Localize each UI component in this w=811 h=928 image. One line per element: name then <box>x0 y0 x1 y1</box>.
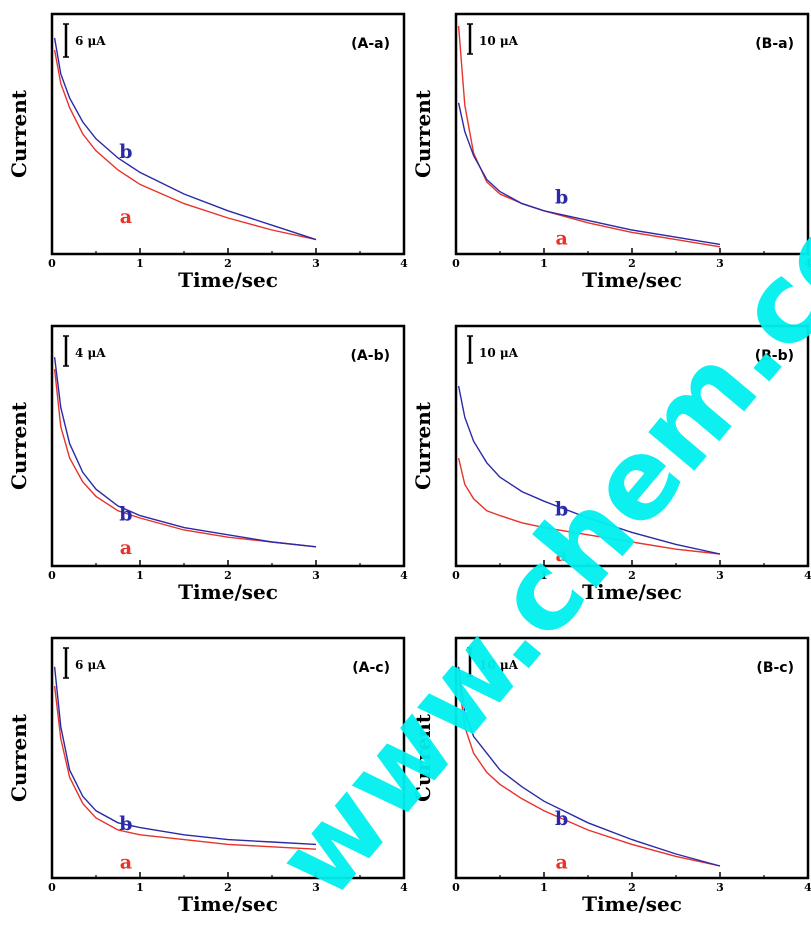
x-tick-label: 1 <box>136 569 144 582</box>
series-line-b <box>457 385 721 555</box>
series-label-a: a <box>120 537 132 559</box>
x-tick-label: 1 <box>540 569 548 582</box>
x-tick-label: 3 <box>716 257 724 270</box>
chart-panel: 0 1 2 3 4 Time/sec Current 10 μA (B-a) ab <box>411 12 811 292</box>
x-tick-label: 1 <box>136 881 144 894</box>
x-tick-label: 4 <box>400 257 408 270</box>
chart-panel: 0 1 2 3 4 Time/sec Current 6 μA (A-c) ab <box>7 636 408 916</box>
x-axis-title: Time/sec <box>178 892 278 916</box>
x-tick-label: 1 <box>540 257 548 270</box>
x-tick-label: 0 <box>48 881 56 894</box>
x-tick-label: 4 <box>400 569 408 582</box>
x-tick-label: 2 <box>224 881 232 894</box>
series-label-b: b <box>555 499 568 521</box>
y-axis-title: Current <box>411 713 435 802</box>
x-tick-label: 4 <box>804 257 811 270</box>
series-line-b <box>53 666 317 846</box>
panel-label: (A-b) <box>351 348 390 364</box>
scale-bar-label: 4 μA <box>75 346 106 360</box>
panel-label: (B-a) <box>755 36 794 52</box>
series-line-a <box>457 25 721 248</box>
chart-panel: 0 1 2 3 4 Time/sec Current 6 μA (A-a) a b <box>7 12 408 292</box>
y-axis-title: Current <box>7 89 31 178</box>
scale-bar-label: 10 μA <box>479 346 519 360</box>
series-line-a <box>457 457 721 555</box>
series-line-b <box>457 666 721 867</box>
chart-panel: 0 1 2 3 4 Time/sec Current 10 μA (B-c) ab <box>411 636 811 916</box>
x-tick-label: 0 <box>48 569 56 582</box>
x-axis-title: Time/sec <box>178 268 278 292</box>
x-axis-title: Time/sec <box>582 268 682 292</box>
x-tick-label: 0 <box>48 257 56 270</box>
y-axis-title: Current <box>411 401 435 490</box>
series-label-b: b <box>119 503 132 525</box>
series-line-b <box>457 102 721 246</box>
x-tick-label: 3 <box>312 881 320 894</box>
series-label-a: a <box>555 851 567 873</box>
x-tick-label: 2 <box>224 569 232 582</box>
x-tick-label: 0 <box>452 569 460 582</box>
series-label-b: b <box>555 808 568 830</box>
series-line-b <box>53 357 317 548</box>
series-line-a <box>53 685 317 850</box>
x-axis-title: Time/sec <box>582 892 682 916</box>
x-tick-label: 1 <box>540 881 548 894</box>
series-label-b: b <box>555 187 568 209</box>
panel-label: (B-b) <box>755 348 794 364</box>
x-axis-title: Time/sec <box>582 580 682 604</box>
chart-panel: 0 1 2 3 4 Time/sec Current 4 μA (A-b) ab <box>7 324 408 604</box>
series-label-a: a <box>555 227 567 249</box>
panel-label: (A-a) <box>351 36 390 52</box>
series-line-a <box>457 678 721 867</box>
x-tick-label: 3 <box>312 569 320 582</box>
watermark-text-1: www.chem.com.cn <box>252 0 811 922</box>
y-axis-title: Current <box>411 89 435 178</box>
panel-label: (A-c) <box>352 660 390 676</box>
x-tick-label: 2 <box>224 257 232 270</box>
scale-bar-label: 6 μA <box>75 34 106 48</box>
scale-bar-label: 10 μA <box>479 34 519 48</box>
panel-label: (B-c) <box>756 660 794 676</box>
x-tick-label: 4 <box>804 881 811 894</box>
x-tick-label: 0 <box>452 881 460 894</box>
x-tick-label: 2 <box>628 257 636 270</box>
series-line-a <box>53 49 317 241</box>
chart-panel: 0 1 2 3 4 Time/sec Current 10 μA (B-b) a b <box>411 324 811 604</box>
x-tick-label: 2 <box>628 569 636 582</box>
x-tick-label: 4 <box>804 569 811 582</box>
x-tick-label: 3 <box>716 881 724 894</box>
series-label-a: a <box>555 544 567 566</box>
x-tick-label: 2 <box>628 881 636 894</box>
x-tick-label: 4 <box>400 881 408 894</box>
y-axis-title: Current <box>7 713 31 802</box>
series-label-a: a <box>120 206 132 228</box>
series-line-b <box>53 37 317 241</box>
scale-bar-label: 6 μA <box>75 658 106 672</box>
scale-bar-label: 10 μA <box>479 658 519 672</box>
x-tick-label: 3 <box>312 257 320 270</box>
y-axis-title: Current <box>7 401 31 490</box>
series-label-a: a <box>120 851 132 873</box>
x-axis-title: Time/sec <box>178 580 278 604</box>
series-label-b: b <box>119 141 132 163</box>
watermark-text-2: www.chem.com.cn <box>0 0 11 1</box>
x-tick-label: 1 <box>136 257 144 270</box>
x-tick-label: 0 <box>452 257 460 270</box>
series-label-b: b <box>119 813 132 835</box>
series-line-a <box>53 369 317 548</box>
x-tick-label: 3 <box>716 569 724 582</box>
